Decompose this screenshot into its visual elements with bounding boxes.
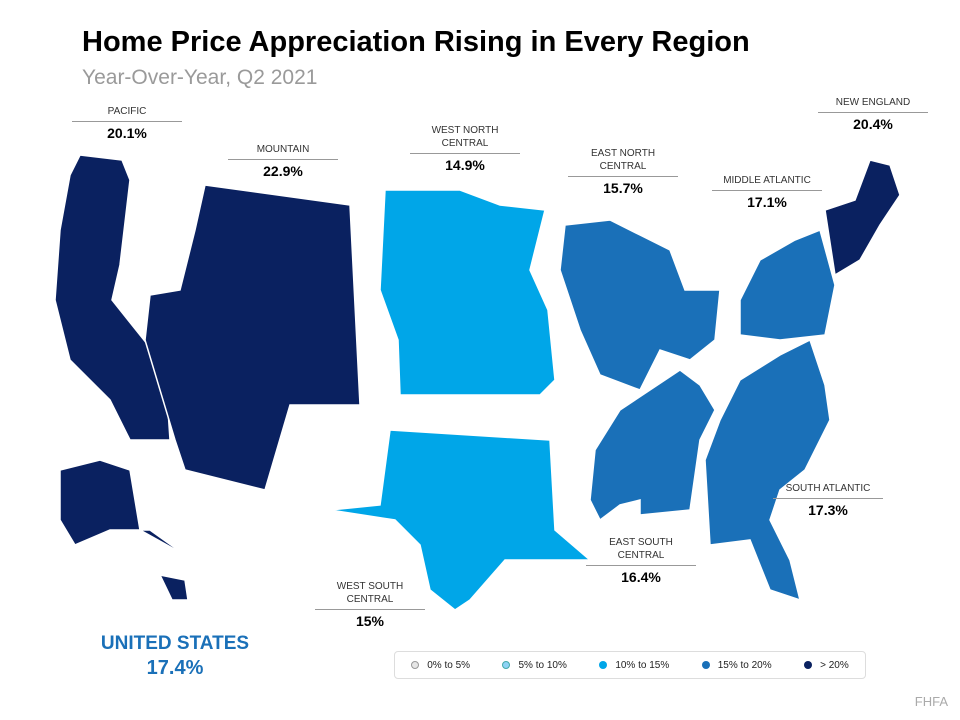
national-figure: UNITED STATES 17.4%: [100, 633, 250, 679]
region-west-north-central: [379, 189, 556, 396]
region-mountain: [144, 184, 361, 491]
label-west-south-central: WEST SOUTH CENTRAL 15%: [315, 580, 425, 629]
source-label: FHFA: [914, 694, 948, 709]
region-hawaii: [158, 573, 189, 601]
label-east-south-central: EAST SOUTH CENTRAL 16.4%: [586, 536, 696, 585]
region-east-south-central: [589, 369, 716, 522]
label-mountain: MOUNTAIN 22.9%: [228, 143, 338, 179]
legend-item: > 20%: [804, 660, 849, 671]
region-east-north-central: [559, 219, 721, 391]
subtitle: Year-Over-Year, Q2 2021: [82, 66, 318, 89]
legend: 0% to 5% 5% to 10% 10% to 15% 15% to 20%…: [394, 651, 866, 679]
region-south-atlantic: [704, 338, 831, 602]
label-south-atlantic: SOUTH ATLANTIC 17.3%: [773, 482, 883, 518]
title: Home Price Appreciation Rising in Every …: [82, 26, 750, 58]
region-pacific: [54, 154, 171, 441]
legend-item: 10% to 15%: [599, 660, 669, 671]
region-middle-atlantic: [739, 228, 836, 341]
label-new-england: NEW ENGLAND 20.4%: [818, 96, 928, 132]
legend-item: 5% to 10%: [502, 660, 567, 671]
legend-item: 0% to 5%: [411, 660, 470, 671]
region-alaska: [59, 459, 186, 556]
label-east-north-central: EAST NORTH CENTRAL 15.7%: [568, 147, 678, 196]
label-west-north-central: WEST NORTH CENTRAL 14.9%: [410, 124, 520, 173]
label-middle-atlantic: MIDDLE ATLANTIC 17.1%: [712, 174, 822, 210]
region-west-south-central: [329, 429, 593, 611]
legend-item: 15% to 20%: [701, 660, 772, 671]
label-pacific: PACIFIC 20.1%: [72, 105, 182, 141]
region-new-england: [824, 159, 901, 277]
